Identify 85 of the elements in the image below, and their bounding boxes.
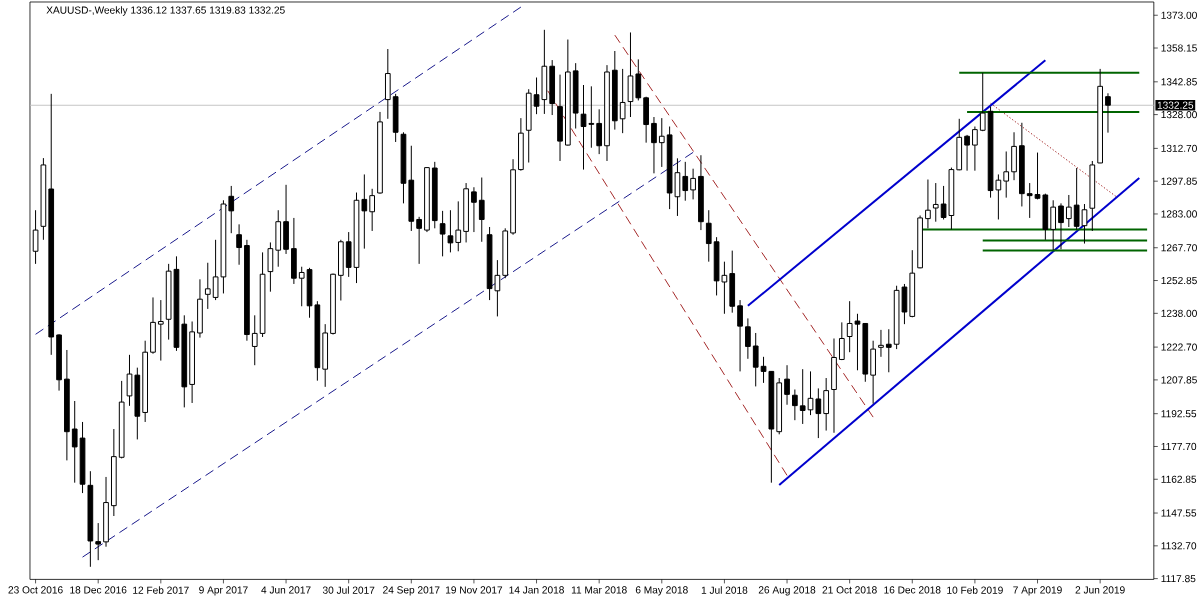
y-tick-label: 1312.70 [1161,144,1197,152]
candlestick [932,182,939,222]
candlestick [619,68,626,134]
candlestick [471,186,477,233]
x-tick-label: 30 Jul 2017 [322,586,375,594]
candlestick [228,185,235,234]
x-tick-label: 16 Dec 2018 [884,586,941,594]
y-tick-label: 1117.85 [1161,574,1196,583]
candlestick [298,266,305,307]
y-tick-label: 1358.15 [1161,44,1197,52]
candlestick [792,388,798,421]
candlestick [478,176,485,243]
y-tick-label: 1192.55 [1161,409,1197,418]
candlestick [1003,150,1010,198]
candlestick [784,364,790,406]
candlestick [658,117,665,168]
chart-title: XAUUSD-,Weekly 1336.12 1337.65 1319.83 1332.25 [46,6,285,16]
x-tick-label: 1 Jul 2018 [701,586,748,594]
candlestick [979,72,986,132]
x-tick-label: 21 Oct 2018 [822,586,877,594]
candlestick [799,368,806,425]
candlestick [251,314,258,366]
candlestick [126,354,133,407]
x-tick-label: 19 Nov 2017 [445,586,503,594]
candlestick [651,116,657,174]
y-tick-label: 1132.70 [1161,542,1197,550]
y-tick-label: 1207.85 [1161,376,1197,384]
candlestick [1065,194,1072,228]
x-tick-label: 7 Apr 2019 [1013,586,1062,596]
x-tick-label: 9 Apr 2017 [199,586,248,596]
y-tick-label: 1373.00 [1161,11,1197,19]
candlestick [157,299,164,361]
candlestick [878,329,884,358]
y-tick-label: 1252.85 [1161,276,1197,284]
x-tick-label: 24 Sep 2017 [383,586,440,596]
candlestick [71,400,78,483]
candlestick [95,522,102,561]
y-tick-label: 1177.70 [1161,442,1197,450]
candlestick [204,262,211,310]
y-tick-label: 1283.00 [1161,210,1197,218]
candlestick [455,200,462,252]
y-tick-label: 1267.70 [1161,243,1197,252]
y-tick-label: 1328.00 [1161,110,1197,118]
x-tick-label: 12 Feb 2017 [133,586,189,594]
candlestick [236,223,242,266]
x-tick-label: 4 Jun 2017 [261,586,311,594]
y-tick-label: 1297.85 [1161,177,1197,185]
candlestick [439,210,446,257]
candlestick [705,209,712,262]
candlestick [752,332,759,387]
x-tick-label: 10 Feb 2019 [947,586,1003,594]
candlestick [925,178,931,229]
x-tick-label: 23 Oct 2016 [8,586,63,594]
y-tick-label: 1147.55 [1161,509,1197,517]
y-tick-label: 1162.85 [1161,475,1197,483]
candlestick [32,209,39,265]
candlestick [447,209,454,253]
y-tick-label: 1342.85 [1161,78,1197,86]
candlestick [635,58,642,101]
candlestick [596,108,603,155]
candlestick [1105,92,1111,133]
y-tick-label: 1238.00 [1161,309,1197,317]
candlestick [690,168,696,200]
ref-line-label: 1332.25 [1157,101,1194,109]
x-tick-label: 26 Aug 2018 [758,586,816,596]
x-tick-label: 14 Jan 2018 [509,586,564,594]
candlestick [267,241,274,292]
candlestick [1050,199,1057,251]
candlestick [972,125,978,171]
candlestick [838,321,845,361]
candlestick [885,328,892,373]
candlestick [737,299,743,372]
x-tick-label: 11 Mar 2018 [571,586,627,594]
candlestick [369,188,376,232]
candlestick [1026,182,1033,219]
x-tick-label: 18 Dec 2016 [70,586,127,594]
candlestick [1058,202,1064,250]
candlestick [416,216,422,265]
x-tick-label: 6 May 2018 [635,586,688,596]
candlestick [823,377,830,431]
x-tick-label: 2 Jun 2019 [1075,586,1125,594]
y-tick-label: 1222.70 [1161,343,1197,351]
candlestick [682,161,689,202]
candlestick [964,134,970,171]
candlestick [745,317,751,360]
